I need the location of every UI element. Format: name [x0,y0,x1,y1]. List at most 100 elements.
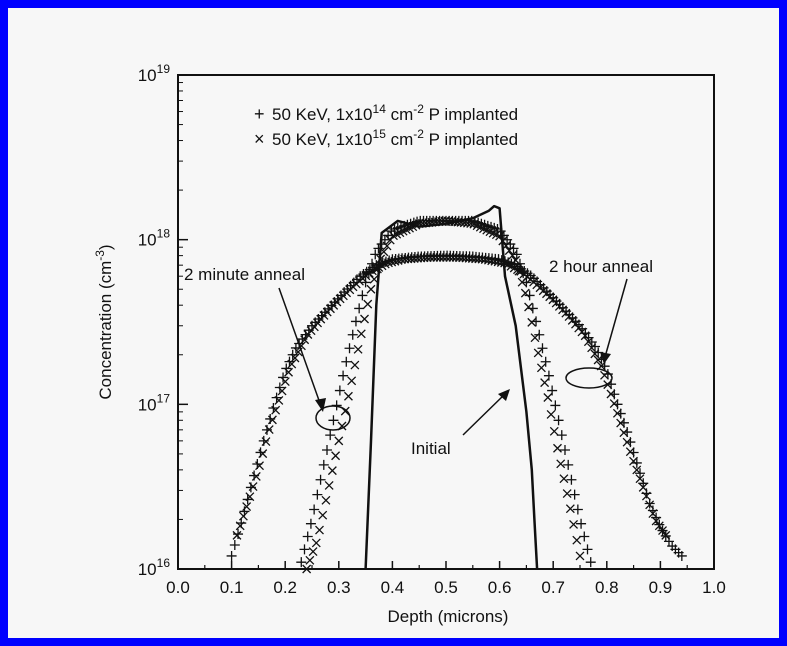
initial-profile-line [364,204,539,570]
cross-marker [572,535,582,545]
cross-marker [331,451,341,461]
plus-marker [559,445,570,456]
cross-marker [287,359,297,369]
plus-marker [676,550,687,561]
cross-marker [321,495,331,505]
cross-marker [549,426,559,436]
plus-marker [278,372,289,383]
cross-marker [379,247,389,257]
series-4 [232,252,671,540]
plus-marker [572,504,583,515]
cross-marker [530,333,540,343]
x-tick-label: 0.7 [541,578,565,597]
cross-marker [425,252,435,262]
plus-marker [274,382,285,393]
plus-marker [350,316,361,327]
plus-marker [347,329,358,340]
plus-marker [370,249,381,260]
plot-frame [177,74,715,570]
x-tick-label: 1.0 [702,578,726,597]
plus-marker [322,445,333,456]
legend-label-1e14: 50 KeV, 1x1014 cm-2 P implanted [272,102,518,124]
plus-marker [585,557,596,568]
plus-marker [302,531,313,542]
cross-marker [315,525,324,535]
x-tick-label: 0.3 [327,578,351,597]
x-tick-label: 0.6 [488,578,512,597]
legend-label-1e15: 50 KeV, 1x1015 cm-2 P implanted [272,127,518,149]
cross-marker [524,302,534,312]
cross-marker [625,447,635,457]
cross-marker [648,509,658,519]
cross-marker [327,466,337,476]
cross-marker [245,492,255,502]
cross-marker [429,252,439,262]
plus-marker [631,457,642,468]
cross-marker [318,510,328,520]
cross-marker [508,250,517,260]
cross-marker [562,489,572,499]
cross-marker [498,236,508,246]
cross-marker [619,428,629,438]
plus-marker [299,544,310,555]
cross-marker [580,331,590,341]
legend-entry-1e15: × 50 KeV, 1x1015 cm-2 P implanted [254,127,518,149]
x-axis-title: Depth (microns) [388,607,509,626]
annotation-two-hour-arrow [604,278,628,358]
cross-marker [556,459,566,469]
cross-marker [255,461,264,471]
cross-marker [290,353,300,363]
cross-marker [324,481,334,490]
plus-marker [582,544,593,555]
cross-marker [553,443,562,453]
plus-marker [312,489,323,500]
cross-marker [466,219,476,228]
cross-marker [435,252,445,262]
cross-marker [343,391,353,401]
annotation-two-hour-anneal: 2 hour anneal [549,257,653,389]
plus-marker [309,504,320,515]
cross-marker [445,252,455,262]
cross-marker [638,482,648,492]
annotation-initial-arrow [462,393,506,436]
x-tick-label: 0.4 [381,578,405,597]
y-axis: 1016 1017 1018 1019 [138,62,188,579]
y-axis-title: Concentration (cm-3) [93,244,115,399]
cross-marker [334,436,344,446]
cross-marker [651,516,661,526]
annotation-two-hour-label: 2 hour anneal [549,257,653,276]
cross-marker [369,274,379,284]
plus-marker [576,518,587,529]
plus-marker [344,343,355,354]
plus-marker [341,356,352,367]
cross-marker [308,547,318,557]
cross-marker [305,555,315,565]
plus-marker [325,430,336,441]
cross-marker [590,349,600,359]
cross-marker [258,449,268,459]
cross-marker [347,376,357,386]
plus-marker [315,474,326,485]
slide-background: 0.0 0.1 0.2 0.3 0.4 0.5 0.6 0.7 0.8 0.9 1.0 1016 10… [8,8,779,638]
cross-marker [533,348,543,358]
y-tick-label: 1018 [138,227,171,250]
legend: + 50 KeV, 1x1014 cm-2 P implanted × 50 K… [254,102,518,149]
cross-marker [360,314,369,324]
plus-marker [354,303,365,314]
cross-marker [575,551,585,561]
cross-marker [242,502,252,512]
annotation-initial: Initial [411,389,510,458]
x-tick-label: 0.8 [595,578,619,597]
cross-marker [527,317,537,327]
annotation-two-hour-ellipse [565,367,613,389]
legend-marker-plus: + [254,104,265,124]
annotation-two-hour-arrowhead [600,352,611,364]
cross-marker [501,241,511,251]
x-axis: 0.0 0.1 0.2 0.3 0.4 0.5 0.6 0.7 0.8 0.9 1.0 [166,561,726,597]
y-tick-label: 1016 [138,556,171,579]
cross-marker [366,284,376,294]
plus-marker [534,329,545,340]
x-tick-label: 0.2 [273,578,297,597]
plus-marker [524,290,535,301]
cross-marker [587,343,597,353]
